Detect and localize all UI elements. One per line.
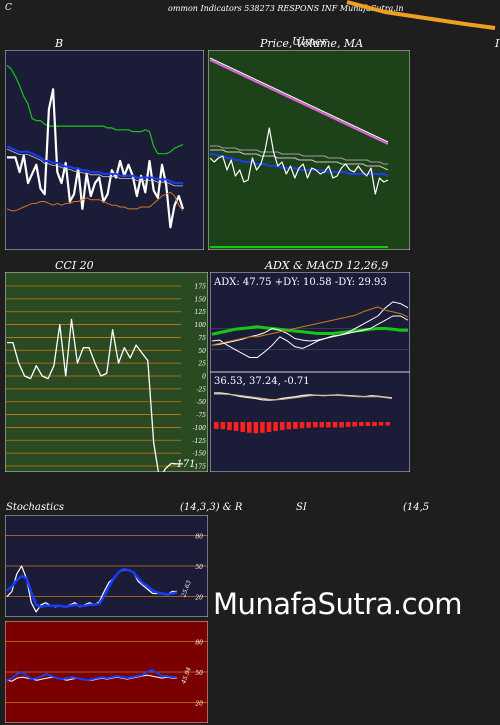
corner-letter: C	[5, 3, 12, 13]
price-title: Price, Volume, MA	[260, 37, 364, 50]
macd-histogram-bar	[293, 422, 298, 429]
stochastics-tick-label: 20	[194, 595, 203, 602]
cci-tick-label: -100	[193, 425, 207, 432]
cci-readout: -171	[173, 459, 195, 470]
macd-histogram-bar	[332, 422, 338, 428]
macd-histogram-bar	[306, 422, 311, 428]
cci-tick-label: 100	[195, 322, 207, 329]
price-chart	[208, 50, 410, 250]
macd-histogram-bar	[247, 422, 252, 433]
macd-histogram-bar	[220, 422, 226, 430]
macd-histogram-bar	[352, 422, 357, 427]
rsi-tick-label: 80	[195, 639, 203, 646]
cci-tick-label: 0	[202, 374, 206, 381]
macd-histogram-bar	[273, 422, 278, 431]
price-ma-grey-2-line	[210, 145, 388, 165]
cci-tick-label: 75	[198, 335, 206, 342]
cci-chart: 175 150 125 100 75 50 25 0 -25 -50 -75 -100 -125 -150…	[5, 272, 208, 472]
cci-tick-label: 125	[195, 309, 207, 316]
stochastics-d-line	[6, 567, 178, 609]
macd-histogram-bar	[312, 422, 318, 428]
bollinger-price-line	[7, 88, 185, 229]
price-price-line	[209, 127, 389, 195]
rsi-rsi-line	[6, 674, 177, 682]
stochastics-tick-label: 50	[195, 564, 203, 571]
macd-readout: 36.53, 37.24, -0.71	[214, 376, 310, 387]
rsi-rsi-smooth-line	[6, 669, 177, 682]
bollinger-plot-area	[5, 50, 204, 250]
macd-histogram-bar	[240, 422, 245, 432]
macd-histogram-bar	[339, 422, 344, 428]
macd-histogram-bar	[214, 422, 219, 429]
cci-tick-label: -125	[193, 438, 207, 445]
macd-histogram-bar	[319, 422, 325, 428]
stochastics-tick-label: 80	[195, 533, 203, 540]
price-title-overlap: Ulmer	[292, 35, 327, 48]
rsi-tick-label: 50	[195, 670, 203, 677]
panel-edge-letter: I	[495, 37, 500, 50]
bollinger-upper-band-line	[6, 64, 184, 155]
rsi-title: SI	[296, 502, 307, 513]
adx-adx-line	[211, 325, 408, 336]
macd-histogram-bar	[385, 422, 390, 426]
macd-histogram-bar	[345, 422, 351, 427]
macd-histogram-bar	[253, 422, 259, 434]
bollinger-chart	[5, 50, 204, 250]
cci-tick-label: -50	[196, 399, 206, 406]
cci-tick-label: 175	[195, 284, 207, 291]
macd-histogram-bar	[365, 422, 371, 427]
rsi-title-params: (14,5	[403, 502, 430, 513]
macd-histogram-bar	[326, 422, 331, 428]
cci-tick-label: -75	[196, 412, 206, 419]
price-ma-blue-line	[210, 153, 389, 177]
adx-readout: ADX: 47.75 +DY: 10.58 -DY: 29.93	[213, 277, 387, 288]
price-plot-area	[208, 50, 410, 250]
rsi-tick-label: 20	[194, 701, 203, 708]
macd-histogram-bar	[266, 422, 272, 432]
adx-minus-di-line	[211, 315, 409, 346]
decorative-orange-swoosh	[346, 0, 496, 30]
macd-histogram-bar	[299, 422, 305, 429]
macd-histogram-bar	[286, 422, 292, 430]
cci-tick-label: -175	[193, 464, 207, 471]
adx-macd-title: ADX & MACD 12,26,9	[265, 259, 389, 272]
macd-histogram-bar	[378, 422, 384, 426]
macd-signal-line	[214, 393, 393, 401]
page-title: ommon Indicators 538273 RESPONS INF Muna…	[168, 4, 404, 13]
bollinger-title: B	[55, 37, 64, 50]
cci-tick-label: 150	[195, 296, 207, 303]
adx-ema-line	[211, 306, 409, 346]
macd-histogram-bar	[233, 422, 239, 431]
adx-plus-di-line	[211, 301, 409, 358]
cci-tick-label: -25	[196, 386, 206, 393]
adx-macd-chart: ADX: 47.75 +DY: 10.58 -DY: 29.93 36.53, …	[210, 272, 410, 472]
cci-tick-label: -150	[193, 451, 207, 458]
price-ma-long-white-line	[209, 57, 389, 143]
bollinger-lower-band-line	[6, 191, 184, 212]
swoosh-line	[346, 0, 496, 30]
stoch-title-params: (14,3,3) & R	[180, 502, 243, 513]
price-ma-grey-1-line	[210, 149, 389, 171]
stoch-title: Stochastics	[6, 502, 64, 513]
cci-tick-label: 25	[197, 361, 206, 368]
cci-line	[7, 318, 183, 472]
cci-tick-label: 50	[198, 348, 206, 355]
macd-histogram-bar	[359, 422, 364, 427]
price-ma-long-pink-line	[209, 59, 389, 145]
macd-histogram-bar	[279, 422, 285, 431]
macd-histogram-bar	[227, 422, 232, 431]
bollinger-ma-shadow-line	[6, 148, 183, 187]
macd-histogram-bar	[372, 422, 377, 427]
macd-histogram-bar	[260, 422, 265, 433]
bollinger-moving-average-line	[6, 145, 183, 185]
cci-title: CCI 20	[55, 259, 94, 272]
brand-watermark: MunafaSutra.com	[213, 587, 463, 621]
